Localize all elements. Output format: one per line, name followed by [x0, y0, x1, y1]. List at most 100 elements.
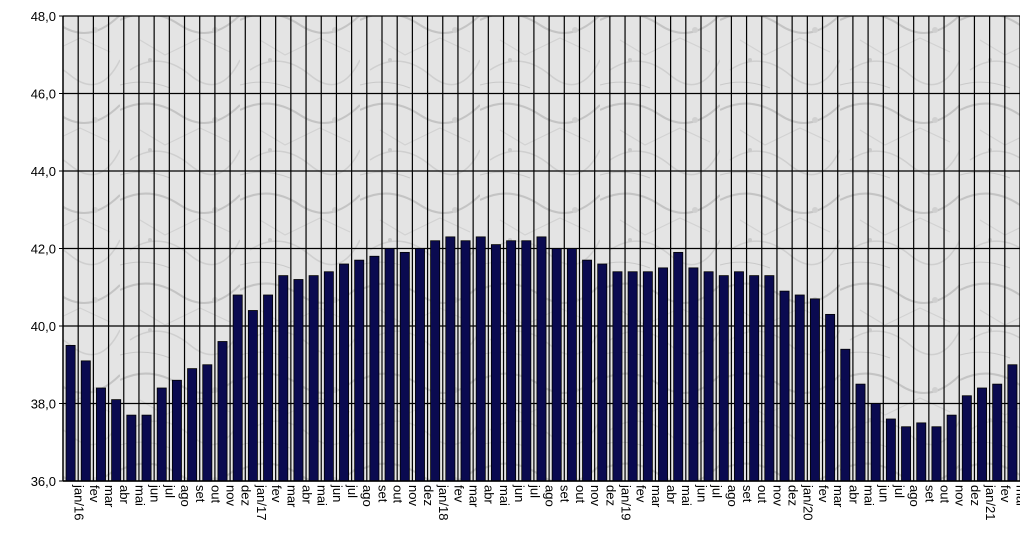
x-tick-label: jun [512, 484, 527, 502]
x-tick-label: nov [953, 485, 968, 506]
x-tick-label: set [375, 485, 390, 503]
x-tick-label: fev [998, 485, 1013, 503]
bar [232, 294, 243, 482]
x-tick-label: jun [148, 484, 163, 502]
bar [673, 251, 684, 482]
x-tick-label: set [193, 485, 208, 503]
x-tick-label: ago [907, 485, 922, 507]
bar [475, 236, 486, 482]
y-tick-label: 38,0 [31, 397, 56, 412]
x-tick-label: jul [345, 484, 360, 498]
bar [171, 379, 182, 482]
bar [794, 294, 805, 482]
bar [597, 263, 608, 482]
y-tick-label: 40,0 [31, 319, 56, 334]
bar [642, 271, 653, 482]
x-tick-label: ago [543, 485, 558, 507]
x-tick-label: ago [725, 485, 740, 507]
bar [80, 360, 91, 482]
bar [111, 399, 122, 482]
x-tick-label: fev [269, 485, 284, 503]
x-tick-label: jun [877, 484, 892, 502]
bar [658, 267, 668, 482]
x-tick-label: jul [892, 484, 907, 498]
x-tick-label: mai [679, 485, 694, 506]
x-tick-label: jul [527, 484, 542, 498]
bar [339, 263, 349, 482]
y-tick-label: 42,0 [31, 242, 56, 257]
x-tick-label: nov [406, 485, 421, 506]
y-tick-label: 44,0 [31, 164, 56, 179]
bar [946, 414, 957, 482]
bar [323, 271, 334, 482]
x-tick-label: jul [710, 484, 725, 498]
bar [278, 275, 289, 482]
x-tick-label: dez [239, 485, 254, 506]
x-tick-label: fev [87, 485, 102, 503]
bar [460, 240, 471, 482]
bar [96, 387, 106, 482]
x-tick-label: mar [284, 485, 299, 508]
bar [825, 313, 836, 482]
x-axis-ticks: jan/16 fev mar abr mai jun jul ago set out nov dez j… [72, 484, 1020, 520]
x-tick-label: fev [634, 485, 649, 503]
bar [840, 348, 851, 482]
x-tick-label: ago [360, 485, 375, 507]
bar [156, 387, 167, 482]
bar [415, 248, 425, 482]
bar [961, 395, 972, 482]
bar [916, 422, 927, 482]
x-tick-label: dez [786, 485, 801, 506]
bar [703, 271, 714, 482]
x-tick-label: mar [467, 485, 482, 508]
x-tick-label: mar [1013, 485, 1020, 508]
bar [506, 240, 517, 482]
x-tick-label: nov [770, 485, 785, 506]
bar [445, 236, 456, 482]
x-tick-label: ago [178, 485, 193, 507]
x-tick-label: abr [482, 485, 497, 504]
x-tick-label: abr [117, 485, 132, 504]
bar [688, 267, 699, 482]
bar [126, 414, 137, 482]
x-tick-label: out [573, 485, 588, 503]
y-tick-label: 46,0 [31, 87, 56, 102]
bar [293, 279, 304, 482]
bars [65, 236, 1018, 482]
bar [612, 271, 623, 482]
x-tick-label: set [558, 485, 573, 503]
bar [566, 248, 577, 482]
bar [141, 414, 152, 482]
x-tick-label: mar [102, 485, 117, 508]
x-tick-label: nov [224, 485, 239, 506]
bar [399, 251, 410, 482]
x-tick-label: mar [831, 485, 846, 508]
x-tick-label: fev [816, 485, 831, 503]
bar [308, 275, 319, 482]
bar [369, 255, 380, 482]
x-tick-label: out [755, 485, 770, 503]
x-tick-label: jan/20 [801, 484, 816, 520]
x-tick-label: mai [132, 485, 147, 506]
bar [582, 259, 593, 482]
bar [202, 364, 213, 482]
x-tick-label: set [922, 485, 937, 503]
x-tick-label: jan/21 [983, 484, 998, 520]
bar [65, 344, 76, 482]
bar [977, 387, 987, 482]
bar [384, 248, 395, 482]
x-tick-label: dez [421, 485, 436, 506]
y-axis-ticks: 36,0 38,0 40,0 42,0 44,0 46,0 48,0 [31, 9, 63, 489]
bar [809, 298, 820, 482]
bar [779, 290, 790, 482]
y-tick-label: 48,0 [31, 9, 56, 24]
x-tick-label: mai [315, 485, 330, 506]
y-tick-label: 36,0 [31, 474, 56, 489]
x-tick-label: mai [862, 485, 877, 506]
x-tick-label: jan/18 [436, 484, 451, 520]
bar [992, 383, 1003, 482]
bar [536, 236, 547, 482]
bar [187, 368, 198, 482]
x-tick-label: out [208, 485, 223, 503]
